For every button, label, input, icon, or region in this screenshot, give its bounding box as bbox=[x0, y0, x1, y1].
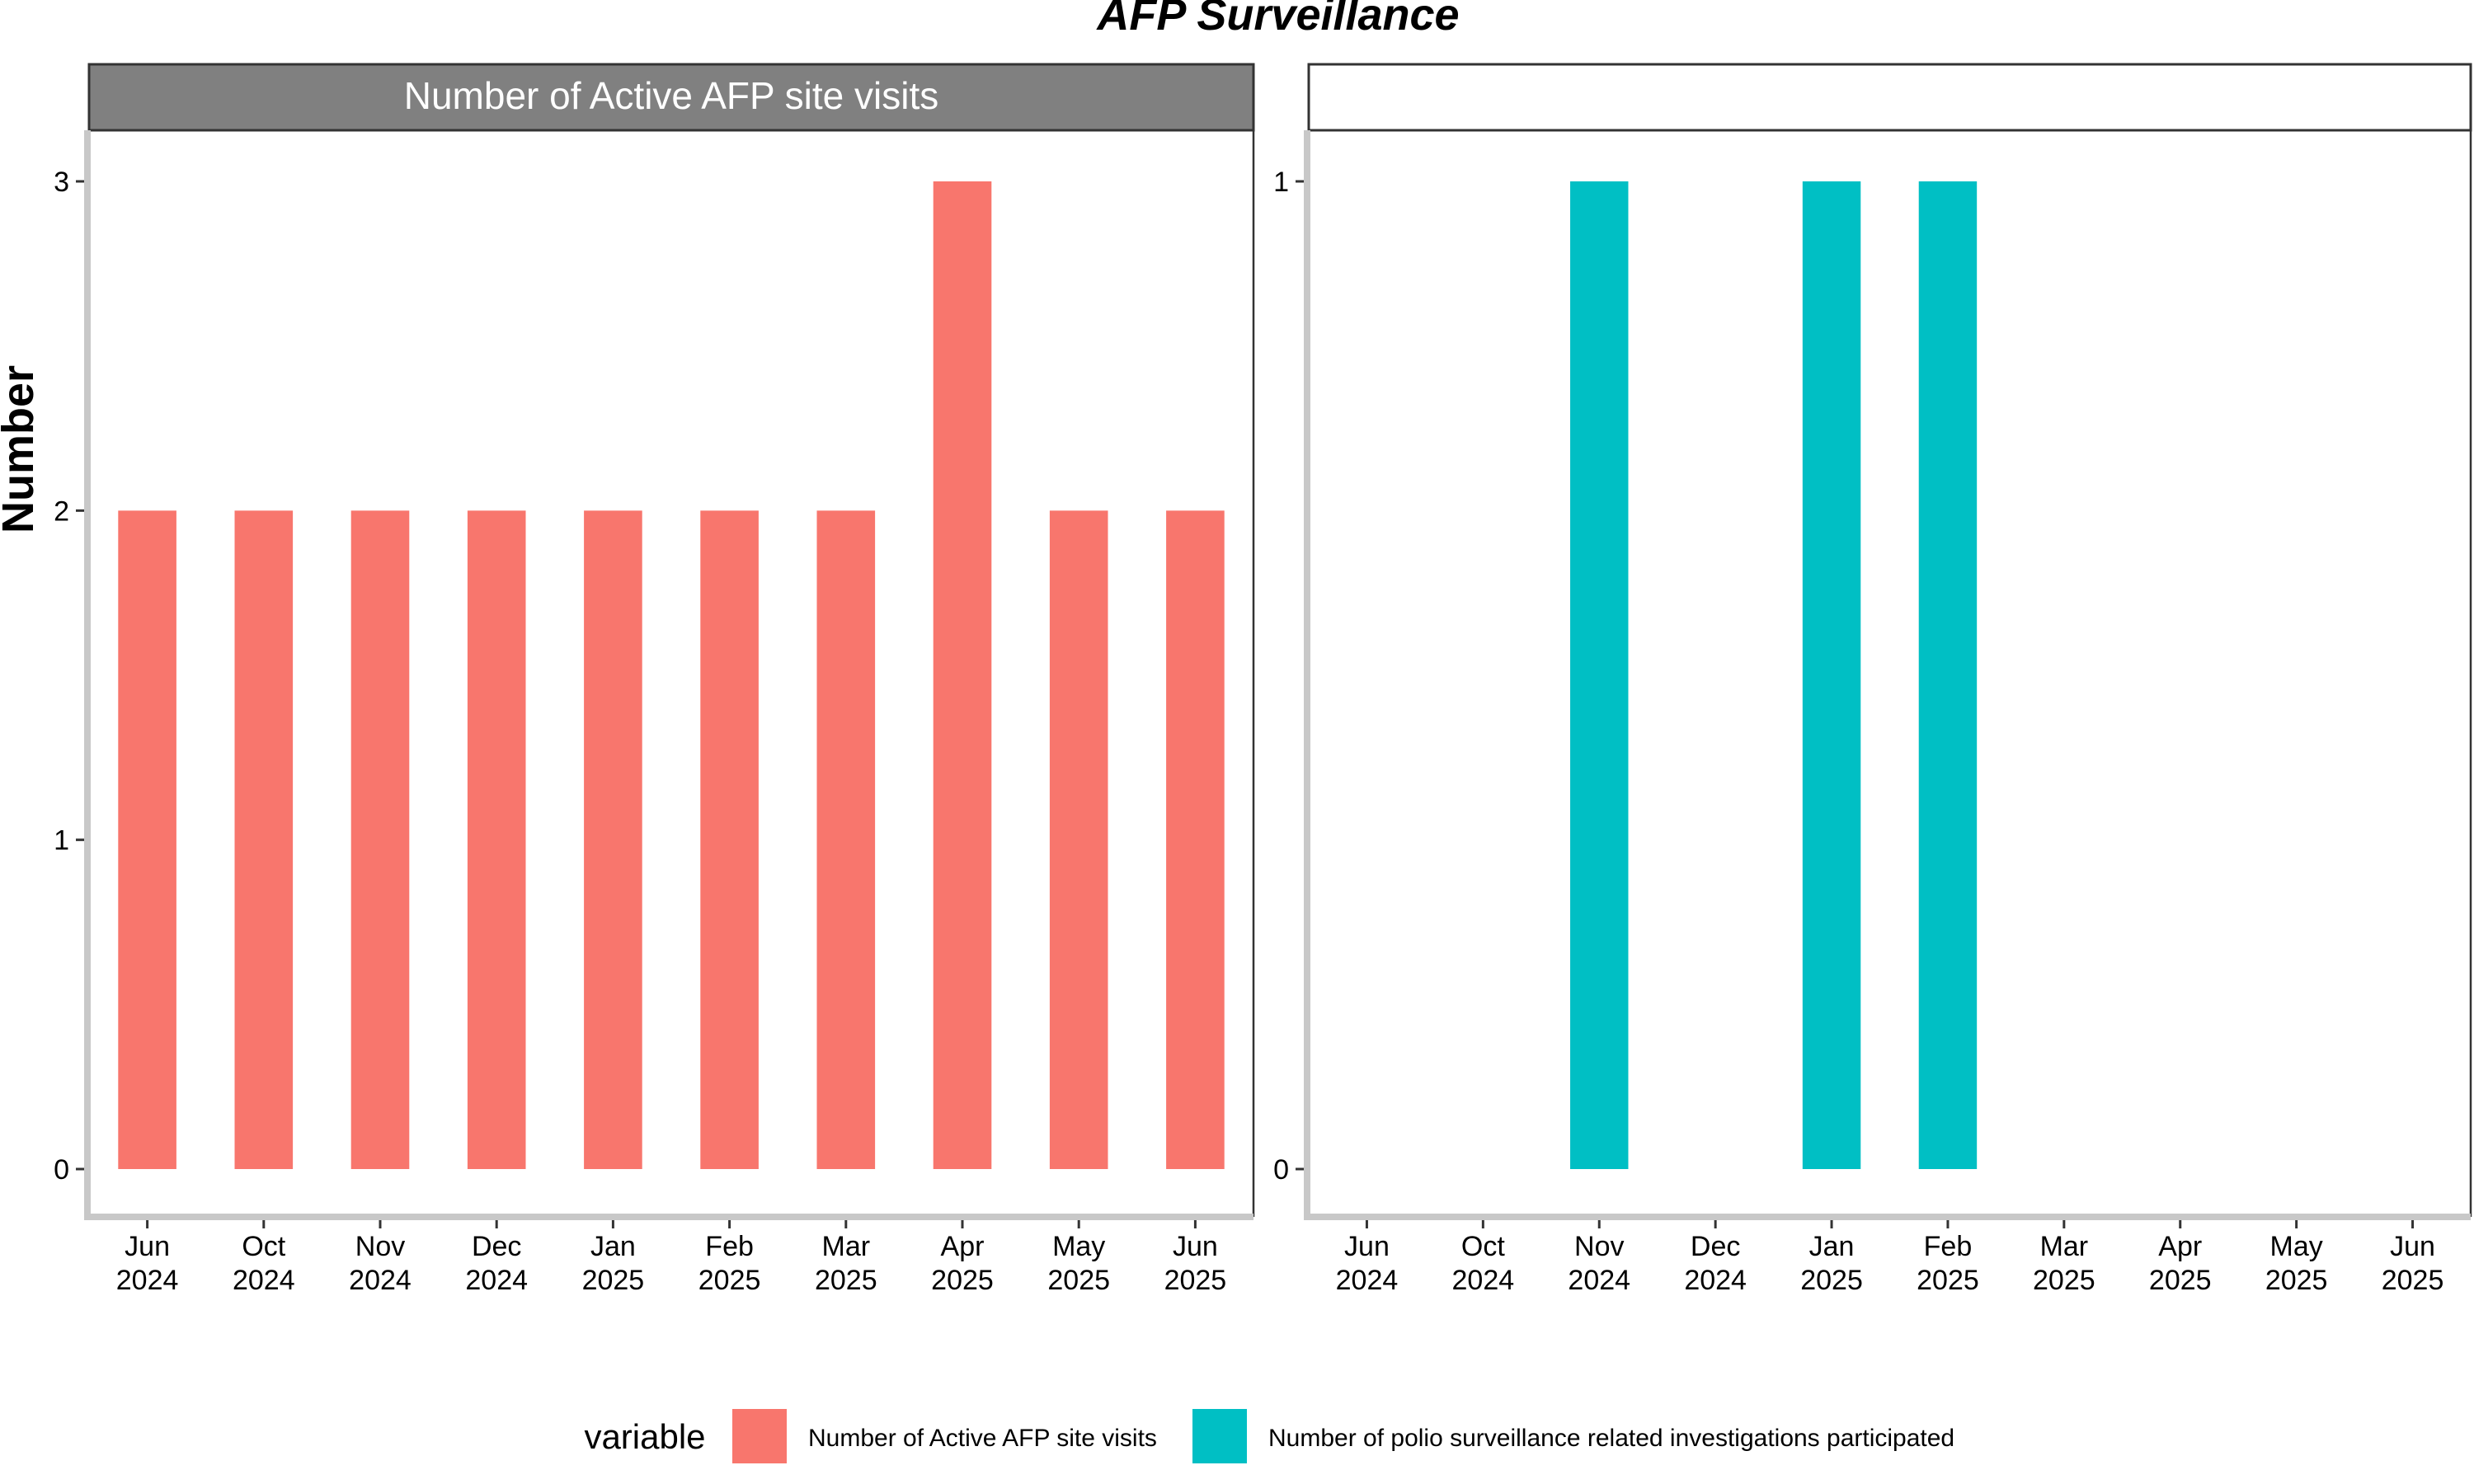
y-axis-label: Number bbox=[0, 365, 43, 533]
x-tick-label-month-2-9: Jun bbox=[2390, 1231, 2435, 1262]
x-tick-label-year-2-8: 2025 bbox=[2265, 1265, 2328, 1296]
x-tick-label-month-1-1: Oct bbox=[242, 1231, 285, 1262]
bar-1-4 bbox=[467, 510, 526, 1169]
chart-title: AFP Surveillance bbox=[1095, 0, 1459, 40]
x-tick-label-year-2-2: 2024 bbox=[1568, 1265, 1630, 1296]
x-tick-label-year-1-9: 2025 bbox=[1164, 1265, 1227, 1296]
x-tick-label-month-1-7: Apr bbox=[941, 1231, 985, 1262]
x-tick-label-month-1-3: Dec bbox=[472, 1231, 521, 1262]
legend-title: variable bbox=[584, 1417, 705, 1456]
y-tick-label-1-3: 3 bbox=[54, 167, 69, 198]
bar-1-8 bbox=[933, 181, 992, 1169]
x-tick-label-year-1-1: 2024 bbox=[233, 1265, 295, 1296]
x-tick-label-year-1-5: 2025 bbox=[698, 1265, 761, 1296]
panel-strip-2 bbox=[1307, 63, 2472, 132]
y-tick-label-1-1: 1 bbox=[54, 825, 69, 857]
legend-label-1: Number of Active AFP site visits bbox=[808, 1425, 1157, 1452]
x-tick-label-year-1-7: 2025 bbox=[931, 1265, 994, 1296]
x-tick-label-year-1-8: 2025 bbox=[1047, 1265, 1110, 1296]
x-tick-label-year-1-3: 2024 bbox=[465, 1265, 528, 1296]
x-tick-label-year-2-3: 2024 bbox=[1684, 1265, 1747, 1296]
bar-2-5 bbox=[1802, 181, 1861, 1169]
x-tick-label-month-2-8: May bbox=[2270, 1231, 2323, 1262]
y-tick-label-1-0: 0 bbox=[54, 1154, 69, 1186]
bar-1-5 bbox=[584, 510, 642, 1169]
x-tick-label-month-2-5: Feb bbox=[1924, 1231, 1973, 1262]
bar-1-7 bbox=[816, 510, 876, 1169]
panel-strip-label-1: Number of Active AFP site visits bbox=[404, 74, 939, 117]
x-tick-label-year-2-1: 2024 bbox=[1452, 1265, 1515, 1296]
bar-1-2 bbox=[234, 510, 294, 1169]
x-tick-label-year-2-5: 2025 bbox=[1917, 1265, 1979, 1296]
x-tick-label-month-1-0: Jun bbox=[125, 1231, 170, 1262]
x-tick-label-month-2-4: Jan bbox=[1809, 1231, 1855, 1262]
panel-strip-1 bbox=[87, 63, 1255, 132]
x-tick-label-month-1-2: Nov bbox=[355, 1231, 405, 1262]
x-tick-label-month-2-0: Jun bbox=[1344, 1231, 1390, 1262]
y-tick-label-2-1: 1 bbox=[1273, 167, 1289, 198]
x-tick-label-month-1-8: May bbox=[1052, 1231, 1105, 1262]
x-tick-label-year-2-0: 2024 bbox=[1336, 1265, 1399, 1296]
bar-1-6 bbox=[700, 510, 759, 1169]
bar-1-1 bbox=[118, 510, 176, 1169]
x-tick-label-month-1-5: Feb bbox=[705, 1231, 754, 1262]
x-tick-label-year-1-2: 2024 bbox=[349, 1265, 412, 1296]
bar-2-6 bbox=[1918, 181, 1978, 1169]
x-tick-label-month-1-9: Jun bbox=[1173, 1231, 1218, 1262]
y-tick-label-2-0: 0 bbox=[1273, 1154, 1289, 1186]
legend-label-2: Number of polio surveillance related inv… bbox=[1268, 1425, 1954, 1452]
y-tick-label-1-2: 2 bbox=[54, 495, 69, 527]
bar-1-3 bbox=[350, 510, 410, 1169]
bar-1-9 bbox=[1049, 510, 1108, 1169]
x-tick-label-year-2-9: 2025 bbox=[2382, 1265, 2444, 1296]
legend-swatch-1 bbox=[732, 1409, 787, 1463]
panel-strip-label-2: Number of polio surveillance related inv… bbox=[1364, 74, 2416, 117]
x-tick-label-month-2-6: Mar bbox=[2040, 1231, 2089, 1262]
x-tick-label-year-2-4: 2025 bbox=[1800, 1265, 1863, 1296]
x-tick-label-year-2-6: 2025 bbox=[2033, 1265, 2095, 1296]
x-tick-label-month-1-6: Mar bbox=[822, 1231, 871, 1262]
x-tick-label-month-1-4: Jan bbox=[590, 1231, 636, 1262]
x-tick-label-month-2-1: Oct bbox=[1461, 1231, 1505, 1262]
legend-swatch-2 bbox=[1192, 1409, 1247, 1463]
bar-1-10 bbox=[1166, 510, 1225, 1169]
x-tick-label-month-2-3: Dec bbox=[1691, 1231, 1740, 1262]
bar-2-3 bbox=[1570, 181, 1629, 1169]
x-tick-label-year-1-6: 2025 bbox=[815, 1265, 877, 1296]
x-tick-label-month-2-7: Apr bbox=[2158, 1231, 2202, 1262]
x-tick-label-year-1-4: 2025 bbox=[582, 1265, 645, 1296]
x-tick-label-month-2-2: Nov bbox=[1574, 1231, 1624, 1262]
x-tick-label-year-1-0: 2024 bbox=[116, 1265, 179, 1296]
x-tick-label-year-2-7: 2025 bbox=[2149, 1265, 2212, 1296]
